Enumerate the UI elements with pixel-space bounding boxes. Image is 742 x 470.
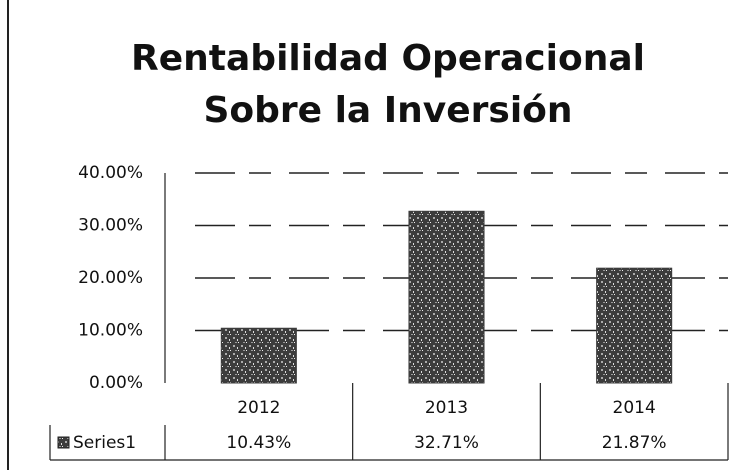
bar xyxy=(596,267,673,384)
bar xyxy=(220,327,297,384)
y-tick-label: 30.00% xyxy=(78,216,143,236)
x-tick-label: 2013 xyxy=(425,398,468,418)
chart-title: Sobre la Inversión xyxy=(203,90,572,131)
y-tick-label: 10.00% xyxy=(78,321,143,341)
x-tick-label: 2014 xyxy=(613,398,656,418)
y-tick-label: 40.00% xyxy=(78,163,143,183)
chart-title: Rentabilidad Operacional xyxy=(131,38,645,79)
table-value: 32.71% xyxy=(414,433,479,453)
table-value: 10.43% xyxy=(226,433,291,453)
legend-label: Series1 xyxy=(73,433,136,453)
table-value: 21.87% xyxy=(602,433,667,453)
bar xyxy=(408,210,485,384)
x-tick-label: 2012 xyxy=(237,398,280,418)
y-tick-label: 0.00% xyxy=(89,373,143,393)
legend-key xyxy=(57,436,70,449)
y-tick-label: 20.00% xyxy=(78,268,143,288)
